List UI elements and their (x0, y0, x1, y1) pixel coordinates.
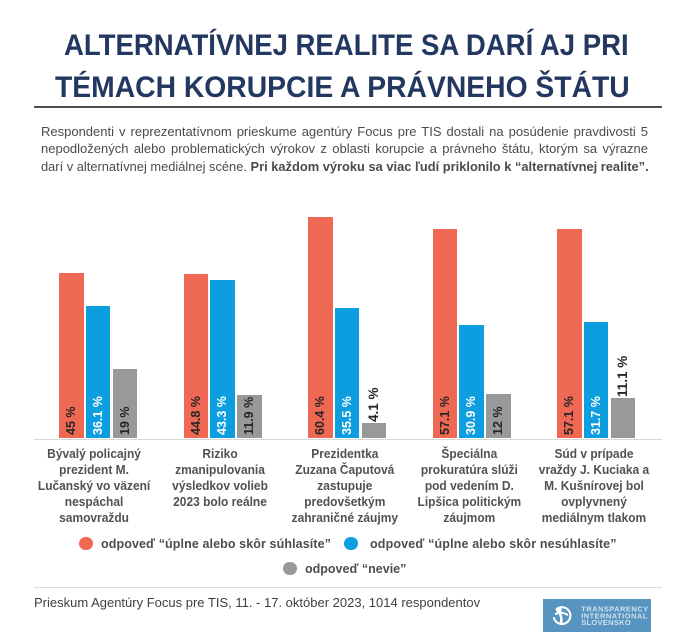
svg-text:TRANSPARENCYINTERNATIONALSLOVE: TRANSPARENCY INTERNATIONAL SLOVENSKO (581, 604, 648, 627)
